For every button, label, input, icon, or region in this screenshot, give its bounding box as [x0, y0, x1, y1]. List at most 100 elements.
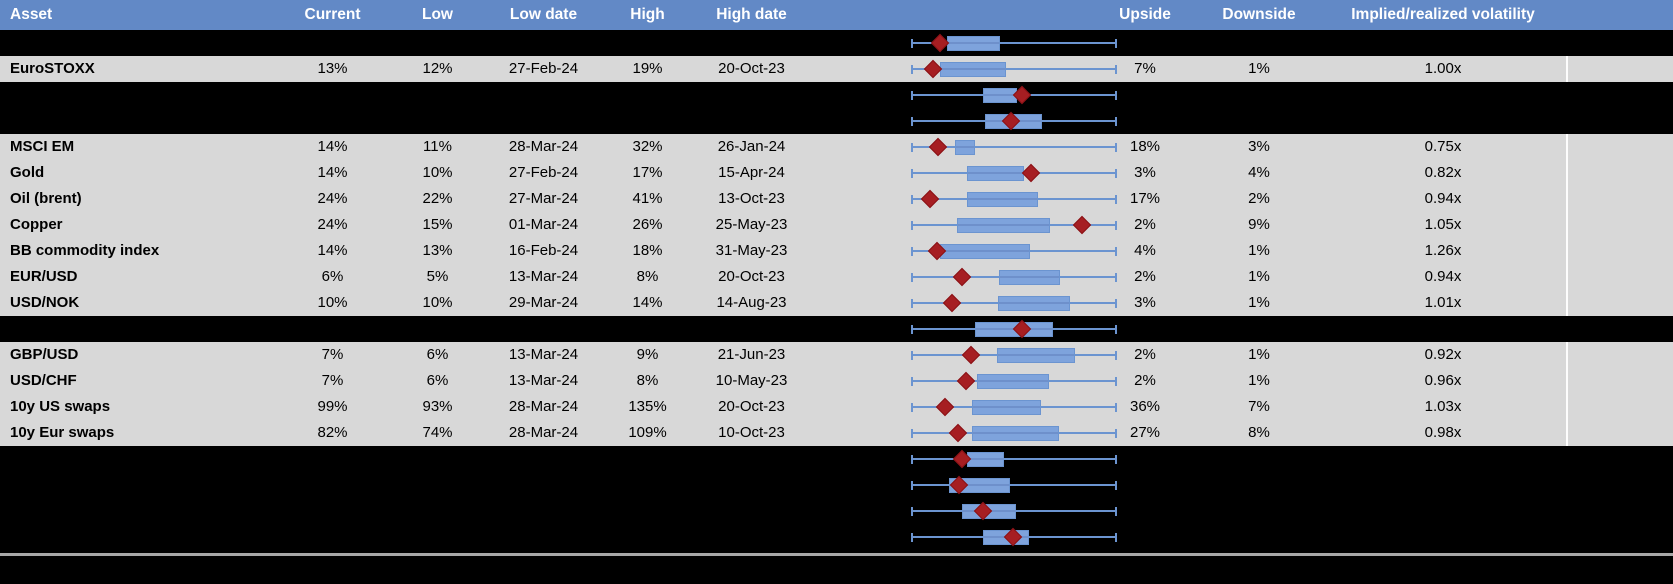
downside-value: 1% [1248, 346, 1270, 363]
asset-name [0, 82, 270, 108]
high-value: 26% [632, 216, 663, 233]
range-box-median-line [956, 146, 974, 148]
low-value [395, 498, 480, 524]
high-value: 8% [636, 372, 659, 389]
table-right-edge-divider [1566, 394, 1568, 420]
range-box [998, 295, 1071, 311]
asset-name: Gold [10, 164, 45, 181]
low-date-value: 27-Mar-24 [508, 190, 579, 207]
whisker-cap-high [1115, 194, 1117, 204]
high-value [607, 498, 688, 524]
low-date-value [480, 82, 607, 108]
range-box [946, 35, 1001, 51]
whisker-line [912, 458, 1116, 460]
table-row-msci-em: MSCI EM 14% 11% 28-Mar-24 32% 26-Jan-24 18% 3% 0… [0, 134, 1673, 160]
column-header-current: Current [304, 6, 361, 23]
high-date-value: 25-May-23 [715, 216, 788, 233]
iv-rv-value [1323, 498, 1563, 524]
low-date-value [480, 108, 607, 134]
table-row-gbp-usd: GBP/USD 7% 6% 13-Mar-24 9% 21-Jun-23 2% 1% 0.92x [0, 342, 1673, 368]
asset-name [0, 524, 270, 550]
upside-value: 27% [1129, 424, 1161, 441]
whisker-cap-low [911, 38, 913, 48]
downside-value: 1% [1248, 268, 1270, 285]
upside-value: 3% [1134, 164, 1156, 181]
downside-value: 8% [1248, 424, 1270, 441]
high-value: 41% [632, 190, 663, 207]
low-value: 22% [422, 190, 453, 207]
high-value: 135% [628, 398, 667, 415]
current-value [270, 82, 395, 108]
low-date-value [480, 30, 607, 56]
high-date-value [688, 30, 815, 56]
low-date-value [480, 472, 607, 498]
whisker-line [912, 42, 1116, 44]
table-right-edge-divider [1566, 342, 1568, 368]
range-box-median-line [968, 458, 1003, 460]
current-value: 99% [317, 398, 348, 415]
table-right-edge-divider [1566, 134, 1568, 160]
low-date-value: 13-Mar-24 [508, 268, 579, 285]
range-boxplot [911, 524, 1117, 550]
low-date-value: 27-Feb-24 [508, 60, 579, 77]
range-box [977, 373, 1050, 389]
filler-cell [1563, 446, 1673, 472]
whisker-cap-high [1115, 506, 1117, 516]
range-boxplot [911, 56, 1117, 82]
low-value: 74% [422, 424, 453, 441]
high-value: 8% [636, 268, 659, 285]
low-value: 10% [422, 294, 453, 311]
range-box [971, 399, 1042, 415]
whisker-cap-low [911, 142, 913, 152]
high-value: 19% [632, 60, 663, 77]
low-value [395, 446, 480, 472]
column-header-high-date: High date [716, 6, 787, 23]
current-value: 6% [321, 268, 344, 285]
current-value: 82% [317, 424, 348, 441]
range-boxplot [911, 160, 1117, 186]
table-right-edge-divider [1566, 290, 1568, 316]
upside-value: 2% [1134, 216, 1156, 233]
current-value: 7% [321, 372, 344, 389]
current-value: 7% [321, 346, 344, 363]
high-date-value [688, 316, 815, 342]
low-value: 6% [426, 372, 449, 389]
upside-value: 2% [1134, 372, 1156, 389]
range-box-median-line [972, 432, 1059, 434]
whisker-cap-low [911, 168, 913, 178]
downside-value: 1% [1248, 242, 1270, 259]
upside-value: 3% [1134, 294, 1156, 311]
range-box-median-line [947, 42, 1000, 44]
whisker-cap-low [911, 402, 913, 412]
high-date-value: 20-Oct-23 [718, 60, 785, 77]
table-right-edge-divider [1566, 368, 1568, 394]
high-date-value: 10-Oct-23 [718, 424, 785, 441]
table-row-usd-chf: USD/CHF 7% 6% 13-Mar-24 8% 10-May-23 2% 1% 0.96x [0, 368, 1673, 394]
whisker-cap-low [911, 90, 913, 100]
range-boxplot [911, 316, 1117, 342]
iv-rv-value: 0.92x [1424, 346, 1462, 363]
high-date-value [688, 498, 815, 524]
spacer-row [0, 316, 1673, 342]
current-marker-diamond [935, 397, 955, 417]
range-box-median-line [968, 172, 1023, 174]
spacer-row [0, 30, 1673, 56]
range-box-median-line [978, 380, 1049, 382]
low-date-value: 16-Feb-24 [508, 242, 579, 259]
whisker-cap-high [1115, 168, 1117, 178]
filler-cell [1563, 30, 1673, 56]
filler-cell [1563, 524, 1673, 550]
asset-name: GBP/USD [10, 346, 79, 363]
whisker-cap-high [1115, 246, 1117, 256]
current-value: 24% [317, 190, 348, 207]
downside-value [1195, 82, 1323, 108]
range-boxplot [911, 82, 1117, 108]
whisker-cap-low [911, 428, 913, 438]
low-date-value [480, 524, 607, 550]
whisker-line [912, 68, 1116, 70]
iv-rv-value [1323, 446, 1563, 472]
whisker-cap-high [1115, 38, 1117, 48]
current-marker-diamond [928, 137, 948, 157]
whisker-cap-low [911, 324, 913, 334]
high-date-value: 15-Apr-24 [718, 164, 785, 181]
